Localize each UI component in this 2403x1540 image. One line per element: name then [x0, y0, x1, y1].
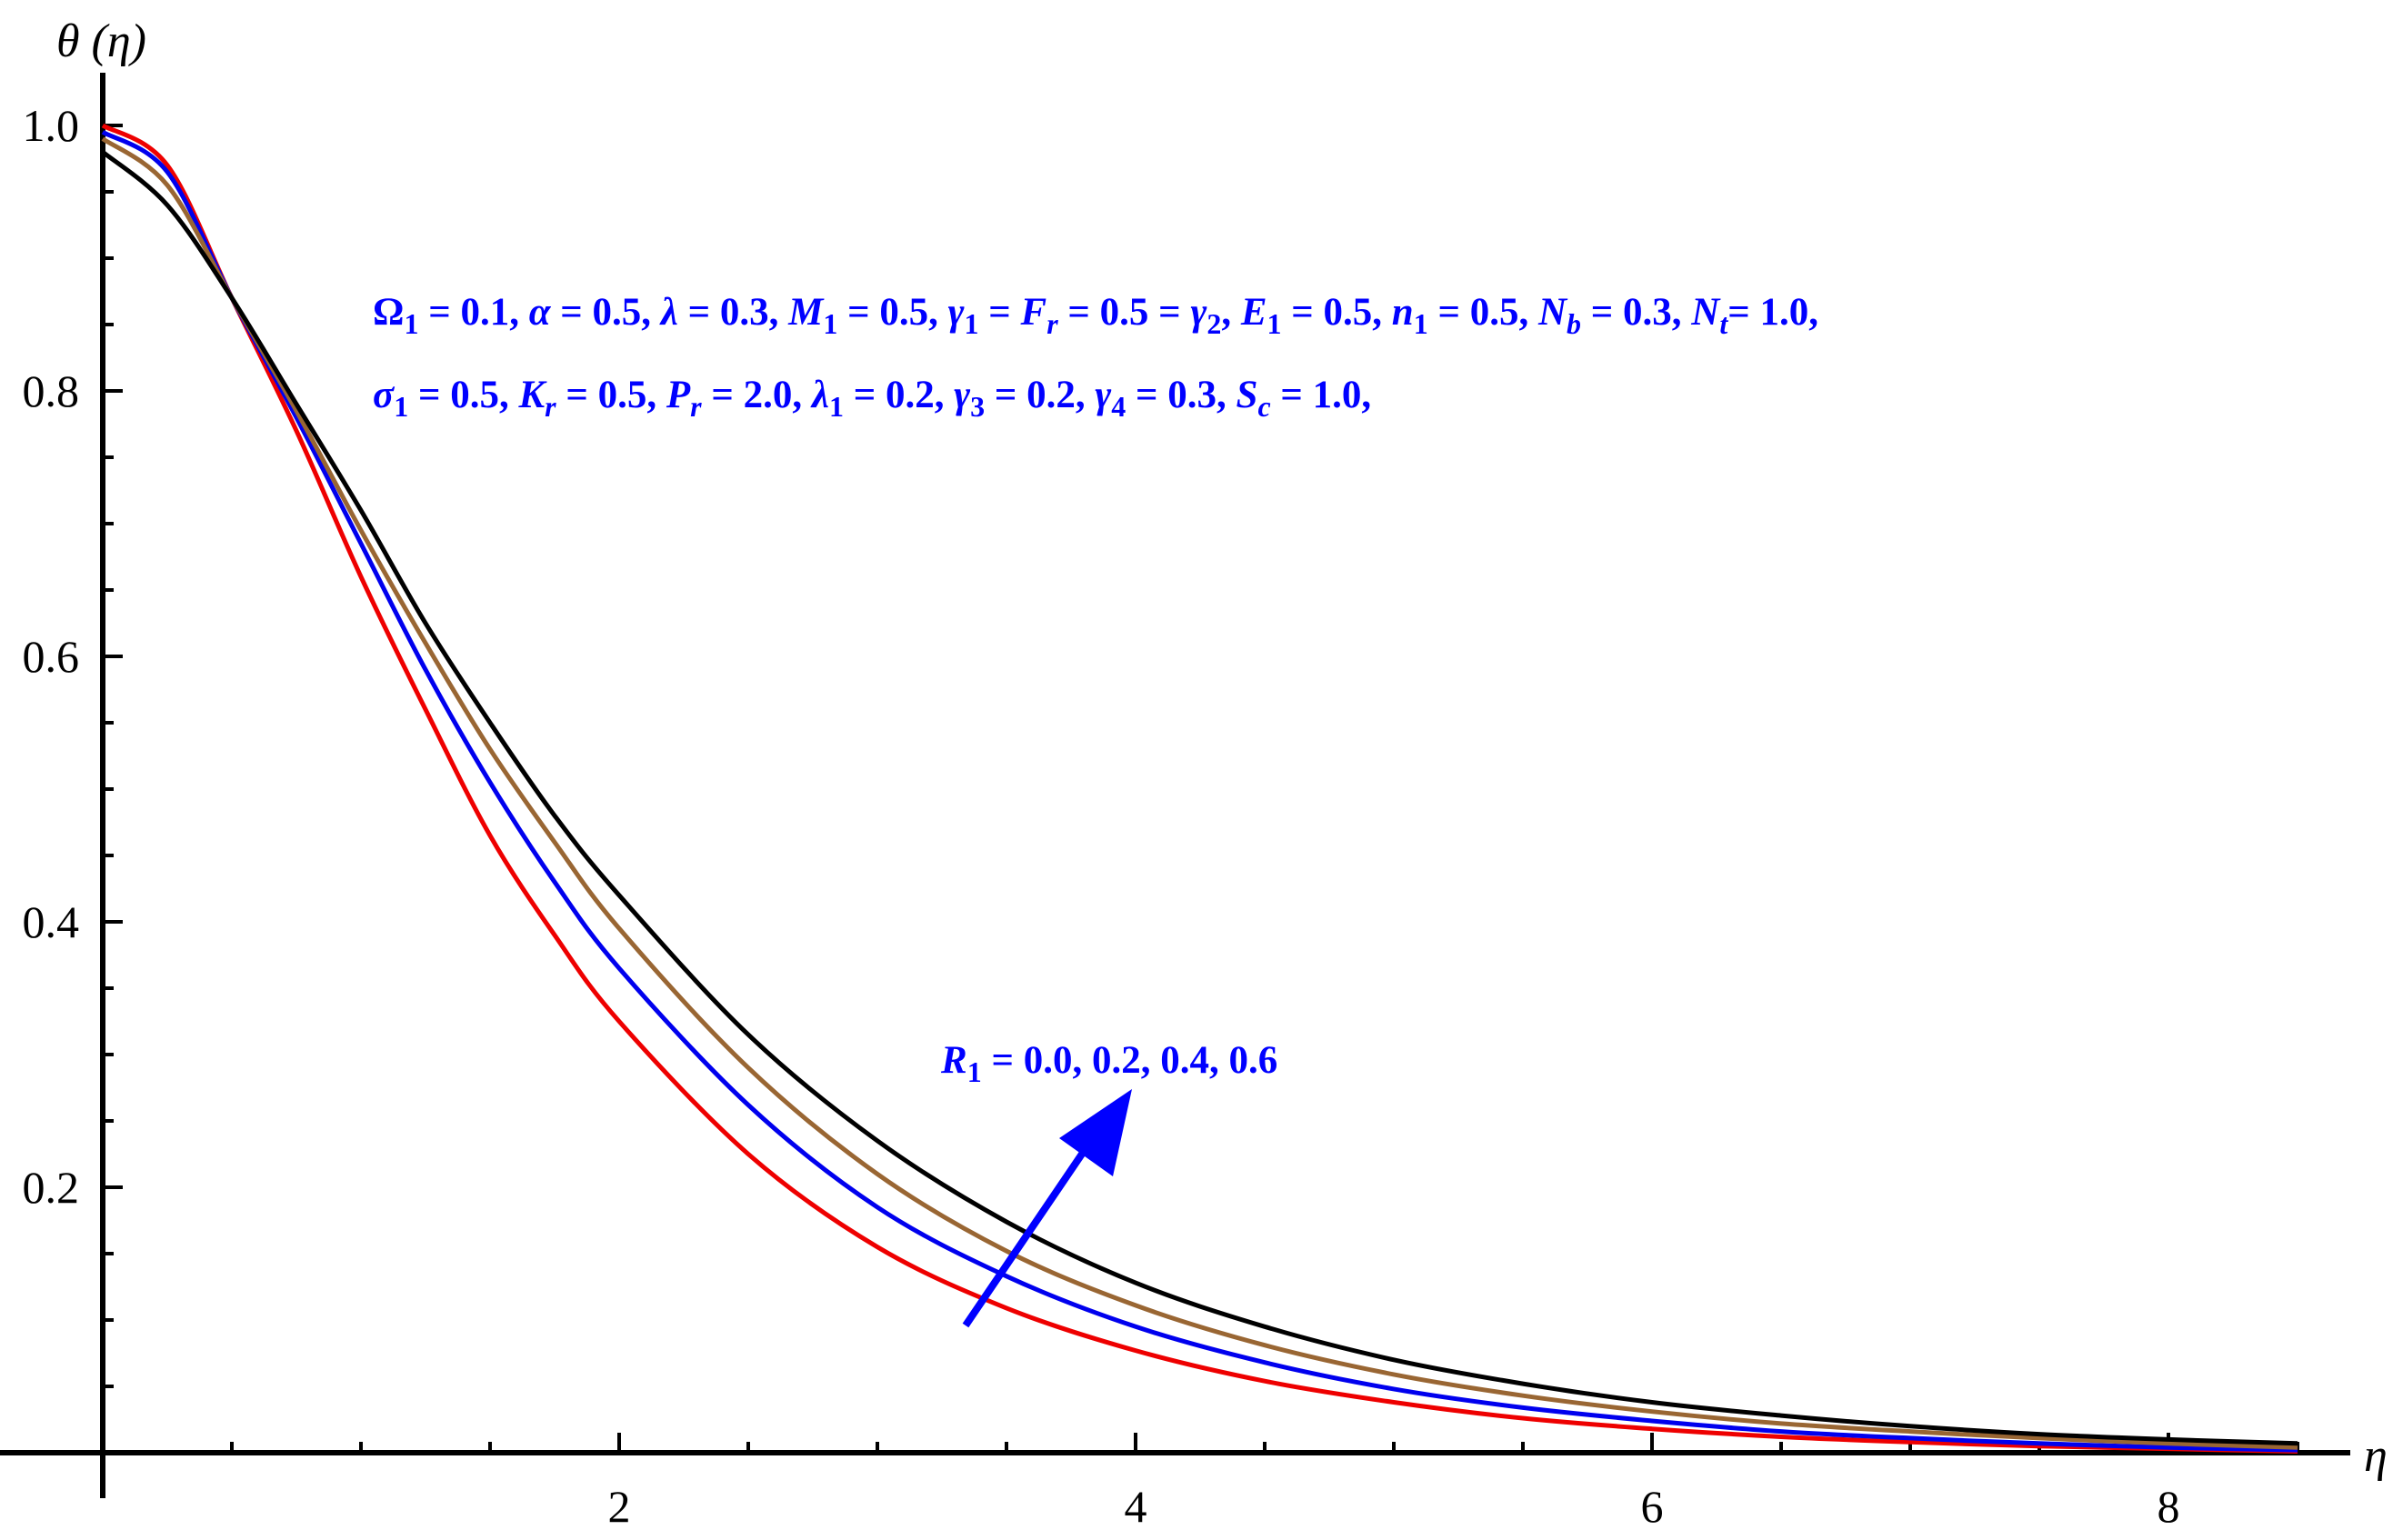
params-line-1: Ω1​ = 0.1, α = 0.5, λ = 0.3, M1​ = 0.5, … — [373, 291, 1818, 340]
x-tick-label: 4 — [1125, 1481, 1147, 1532]
y-axis-label: θ (η) — [56, 15, 146, 67]
series-line-3 — [101, 150, 2298, 1446]
series-line-2 — [101, 136, 2298, 1450]
annotations: Ω1​ = 0.1, α = 0.5, λ = 0.3, M1​ = 0.5, … — [373, 291, 1818, 1328]
r1-label: R1​ = 0.0, 0.2, 0.4, 0.6 — [940, 1039, 1277, 1088]
trend-arrow-head — [1059, 1089, 1132, 1176]
y-tick-label: 1.0 — [23, 100, 80, 151]
y-tick-label: 0.8 — [23, 365, 80, 416]
params-line-2: σ1​ = 0.5, Kr​ = 0.5, Pr​ = 2.0, λ1​ = 0… — [373, 374, 1371, 423]
x-axis-label: η — [2364, 1430, 2388, 1482]
axes: 2 4 6 8 0.2 0.4 0.6 0.8 1.0 η θ (η) — [0, 15, 2388, 1532]
y-tick-label: 0.6 — [23, 631, 80, 682]
x-tick-label: 2 — [608, 1481, 631, 1532]
series-line-1 — [101, 130, 2298, 1453]
y-tick-label: 0.2 — [23, 1162, 80, 1213]
x-tick-label: 8 — [2158, 1481, 2180, 1532]
y-tick-label: 0.4 — [23, 896, 80, 947]
trend-arrow-shaft — [962, 1145, 1090, 1328]
series-group — [101, 123, 2298, 1454]
series-line-0 — [101, 123, 2298, 1454]
x-tick-label: 6 — [1641, 1481, 1664, 1532]
